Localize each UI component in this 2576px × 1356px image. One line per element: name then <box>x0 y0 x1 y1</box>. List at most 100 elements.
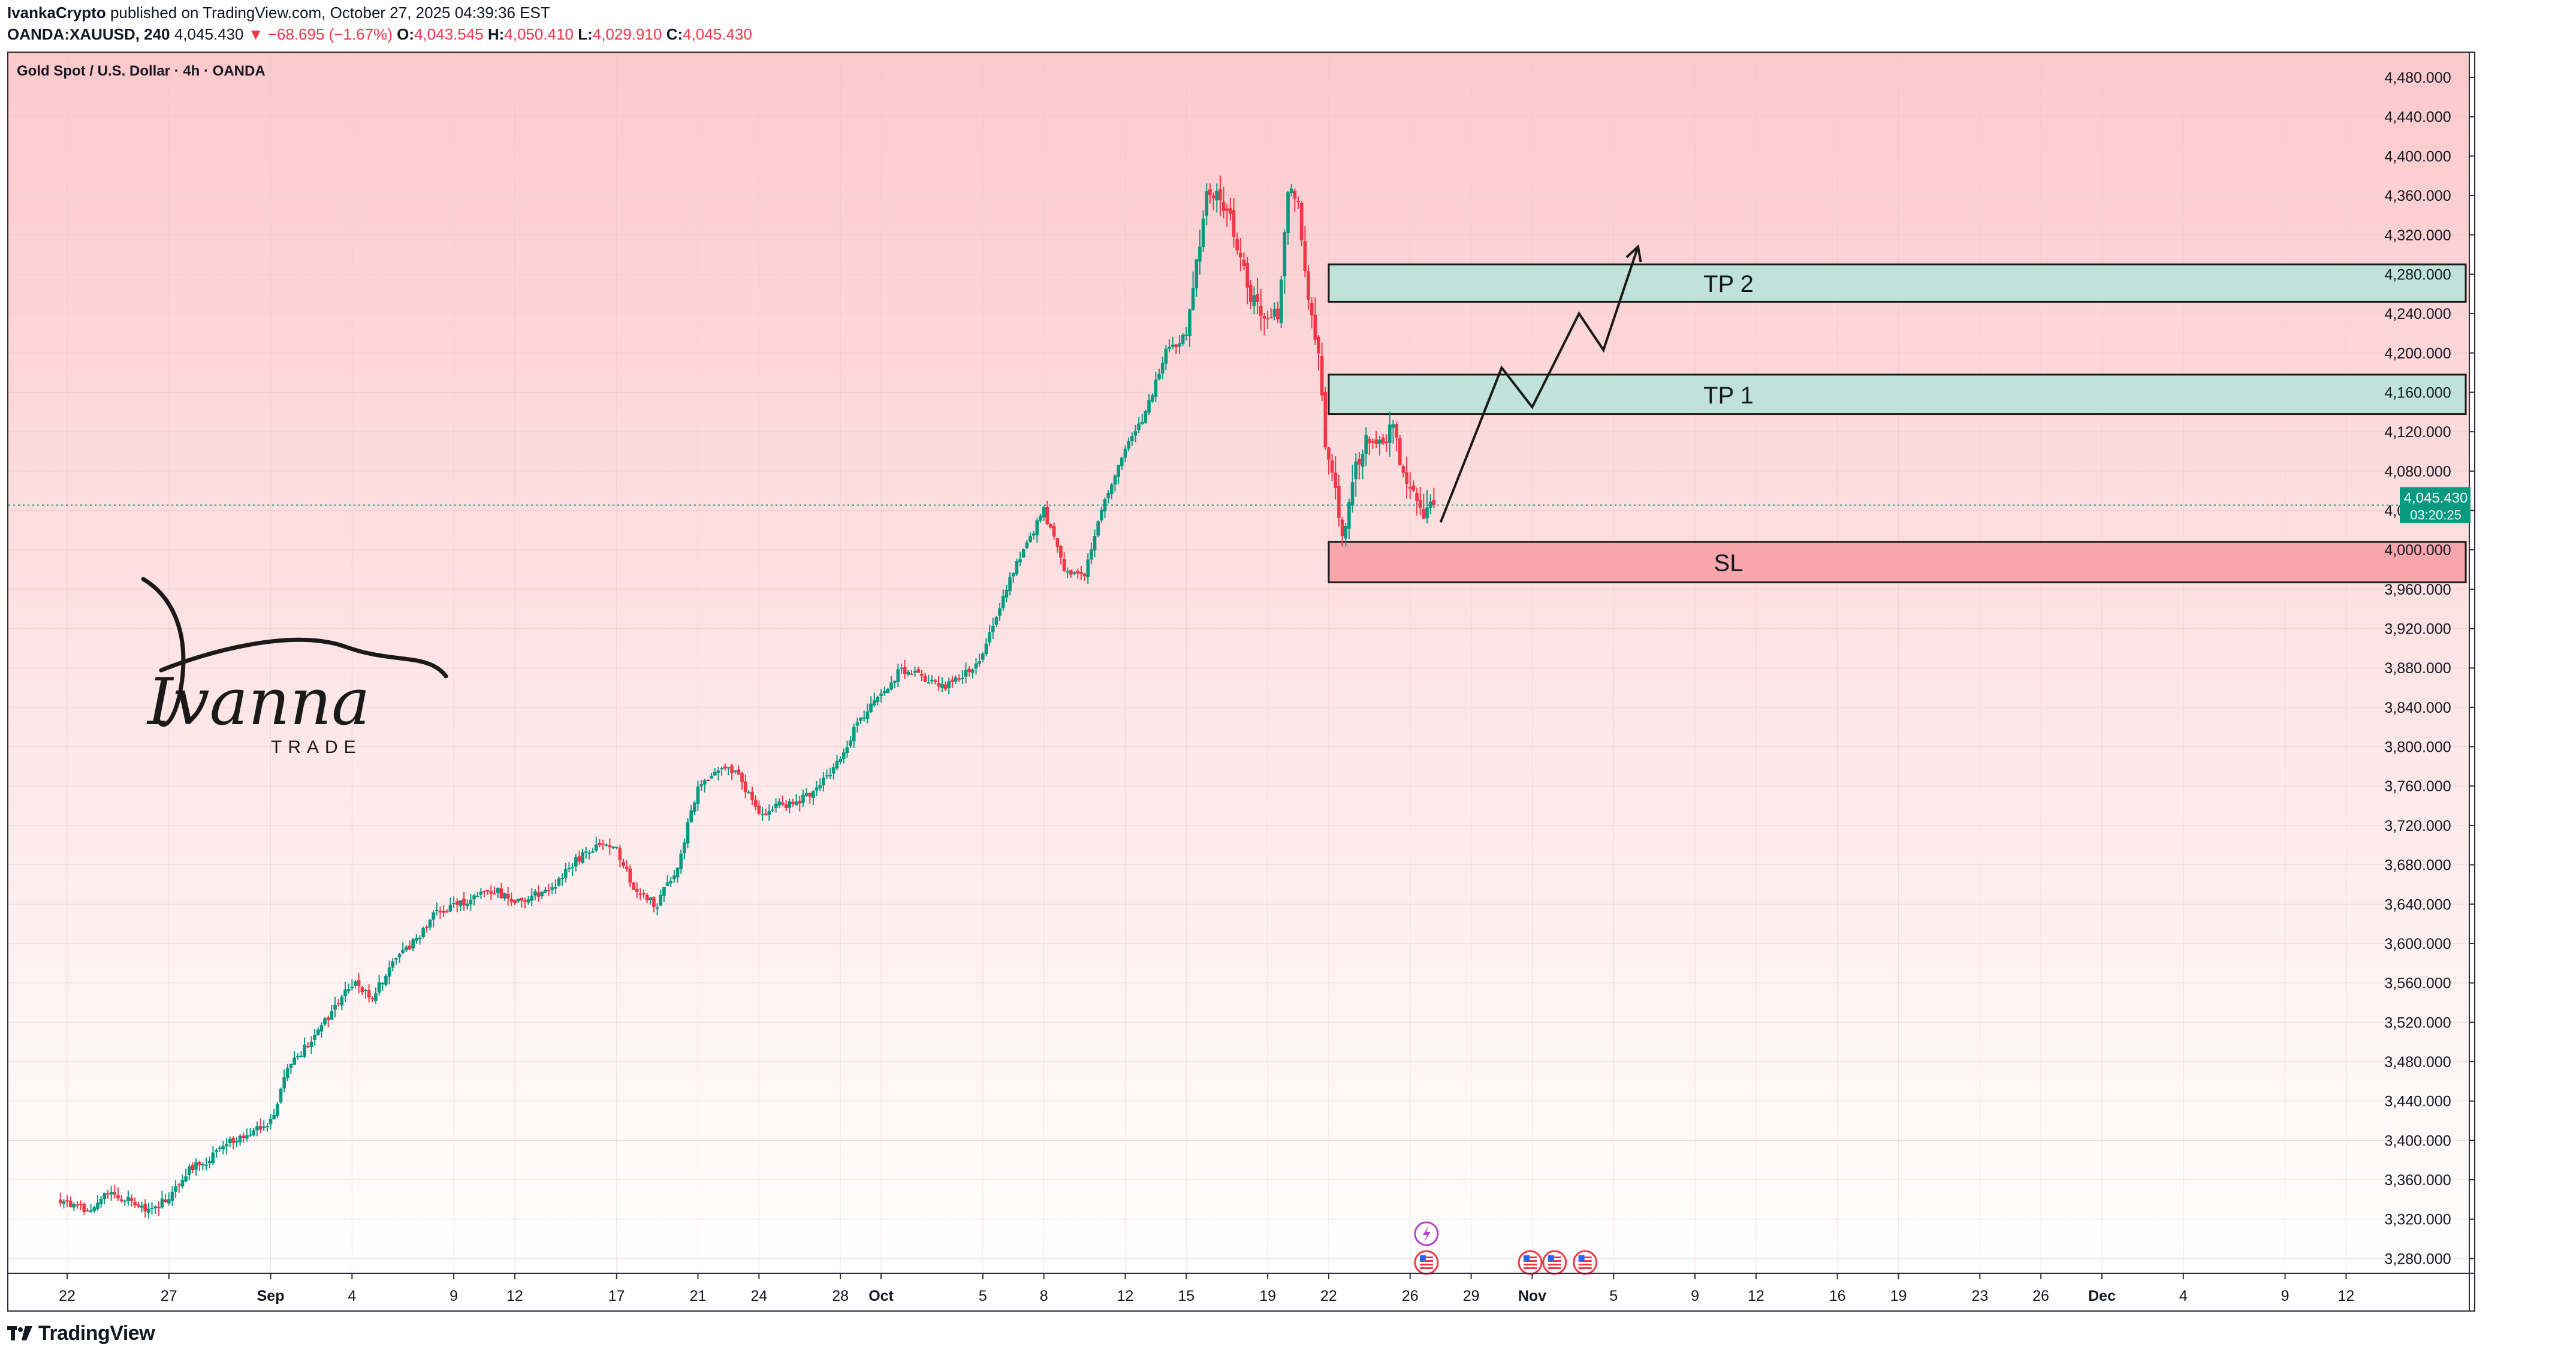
candle <box>506 887 510 906</box>
candle <box>503 893 506 902</box>
price-axis[interactable]: 3,280.000 3,320.000 3,360.000 3,400.000 3,44… <box>2384 70 2474 1267</box>
candle <box>445 909 449 914</box>
y-tick-label: 3,760.000 <box>2384 778 2451 795</box>
candle <box>516 898 520 903</box>
flag-us-icon[interactable] <box>1414 1250 1439 1275</box>
time-axis[interactable]: 22 27 Sep 4 9 12 17 21 24 28 Oct 5 8 12 15 19 22 26 29 Nov 5… <box>59 1273 2354 1304</box>
y-tick-label: 3,480.000 <box>2384 1054 2451 1071</box>
y-tick-label: 3,560.000 <box>2384 975 2451 992</box>
candle <box>961 670 964 684</box>
candle <box>818 778 822 791</box>
candle <box>425 924 429 933</box>
candle <box>248 1128 252 1137</box>
candle <box>974 658 978 675</box>
tradingview-logo-text[interactable]: TradingView <box>38 1321 155 1345</box>
x-tick-label: 9 <box>450 1288 458 1304</box>
candle <box>1110 483 1114 500</box>
candle <box>1425 490 1429 524</box>
candle <box>485 890 490 896</box>
candle <box>544 887 547 893</box>
y-tick-label: 4,320.000 <box>2384 227 2451 244</box>
candle <box>726 767 731 776</box>
candle <box>1269 308 1273 319</box>
candle <box>1076 568 1080 579</box>
candle <box>896 664 900 687</box>
candle <box>1201 210 1205 252</box>
candle <box>215 1148 218 1158</box>
candle <box>421 926 425 939</box>
candle <box>669 876 673 887</box>
open-label: O: <box>397 25 414 43</box>
candle <box>1289 183 1293 197</box>
candle <box>930 675 934 684</box>
candle <box>191 1162 195 1174</box>
candle <box>92 1205 96 1213</box>
candle <box>1211 192 1215 210</box>
candle <box>916 667 921 673</box>
flag-us-icon[interactable] <box>1542 1250 1567 1275</box>
candle <box>394 957 398 965</box>
zone-box[interactable] <box>1328 541 2467 583</box>
candle <box>336 999 340 1007</box>
zone-box[interactable] <box>1328 263 2467 303</box>
zone-label: SL <box>1714 550 1744 577</box>
candle <box>686 818 690 849</box>
candle <box>862 710 866 722</box>
candle <box>632 882 635 890</box>
candle <box>1229 197 1232 221</box>
candle <box>391 958 395 972</box>
candle <box>594 836 598 852</box>
candle <box>292 1051 296 1065</box>
x-tick-label: 22 <box>1320 1288 1337 1304</box>
author-name[interactable]: IvankaCrypto <box>7 4 106 22</box>
chart-canvas[interactable]: Ivanna TRADE Gold Spot / U.S. Dollar · 4… <box>8 53 2474 1310</box>
candle <box>303 1037 306 1059</box>
candle <box>1279 275 1283 328</box>
candle <box>1330 453 1334 481</box>
y-tick-label: 4,400.000 <box>2384 148 2451 165</box>
x-tick-label: Nov <box>1518 1288 1546 1304</box>
candle <box>645 893 649 903</box>
chart-frame: Ivanna TRADE Gold Spot / U.S. Dollar · 4… <box>7 52 2475 1312</box>
candle <box>479 887 483 899</box>
candle <box>343 981 347 1002</box>
flag-us-icon[interactable] <box>1573 1250 1598 1275</box>
candle <box>1188 308 1192 347</box>
candle <box>1035 517 1039 543</box>
flag-us-icon[interactable] <box>1518 1250 1543 1275</box>
x-tick-label: 8 <box>1040 1288 1048 1304</box>
publish-header: IvankaCrypto published on TradingView.co… <box>0 0 2576 50</box>
candle <box>418 935 422 945</box>
candle <box>1123 445 1127 463</box>
candle <box>1313 297 1317 345</box>
candle <box>1391 420 1395 444</box>
candle <box>432 910 435 927</box>
x-tick-label: 5 <box>979 1288 987 1304</box>
tradingview-logo-icon[interactable] <box>7 1325 34 1342</box>
x-tick-label: 15 <box>1178 1288 1195 1304</box>
candle <box>1140 414 1144 426</box>
lightning-icon[interactable] <box>1414 1221 1439 1246</box>
candle <box>540 891 544 900</box>
candle <box>79 1200 83 1210</box>
candle <box>635 882 639 899</box>
candle <box>184 1168 188 1183</box>
zone-box[interactable] <box>1328 373 2467 415</box>
candle <box>838 756 842 765</box>
candle <box>757 800 761 815</box>
candle <box>187 1164 191 1180</box>
candle <box>316 1027 320 1036</box>
candle <box>408 940 412 950</box>
candle <box>920 670 924 681</box>
x-tick-label: 12 <box>2338 1288 2355 1304</box>
x-tick-label: 26 <box>1402 1288 1419 1304</box>
candle <box>591 848 595 853</box>
candle <box>777 798 782 809</box>
candle <box>587 850 592 860</box>
candle <box>299 1051 303 1057</box>
candle <box>1011 572 1015 584</box>
candle <box>174 1180 177 1198</box>
candle <box>452 896 456 909</box>
candle <box>340 995 344 1011</box>
candle <box>384 974 388 987</box>
